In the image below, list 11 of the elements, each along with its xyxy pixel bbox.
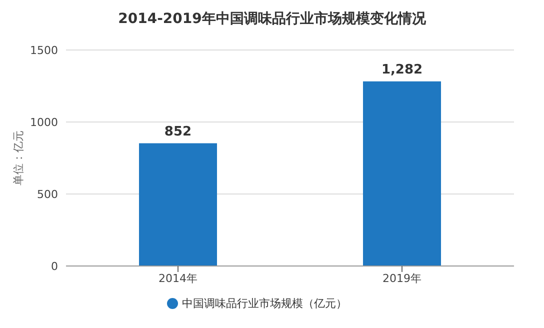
legend-label: 中国调味品行业市场规模（亿元） (182, 297, 347, 310)
data-label: 852 (164, 124, 192, 140)
y-axis-title: 单位：亿元 (12, 130, 25, 186)
x-tick-label: 2019年 (382, 272, 422, 285)
y-tick-label: 1500 (30, 44, 58, 57)
y-tick-label: 500 (37, 188, 58, 201)
y-tick-label: 0 (51, 260, 58, 273)
x-tick-label: 2014年 (158, 272, 198, 285)
chart-title: 2014-2019年中国调味品行业市场规模变化情况 (117, 10, 427, 29)
data-label: 1,282 (381, 62, 423, 78)
y-tick-label: 1000 (30, 116, 58, 129)
